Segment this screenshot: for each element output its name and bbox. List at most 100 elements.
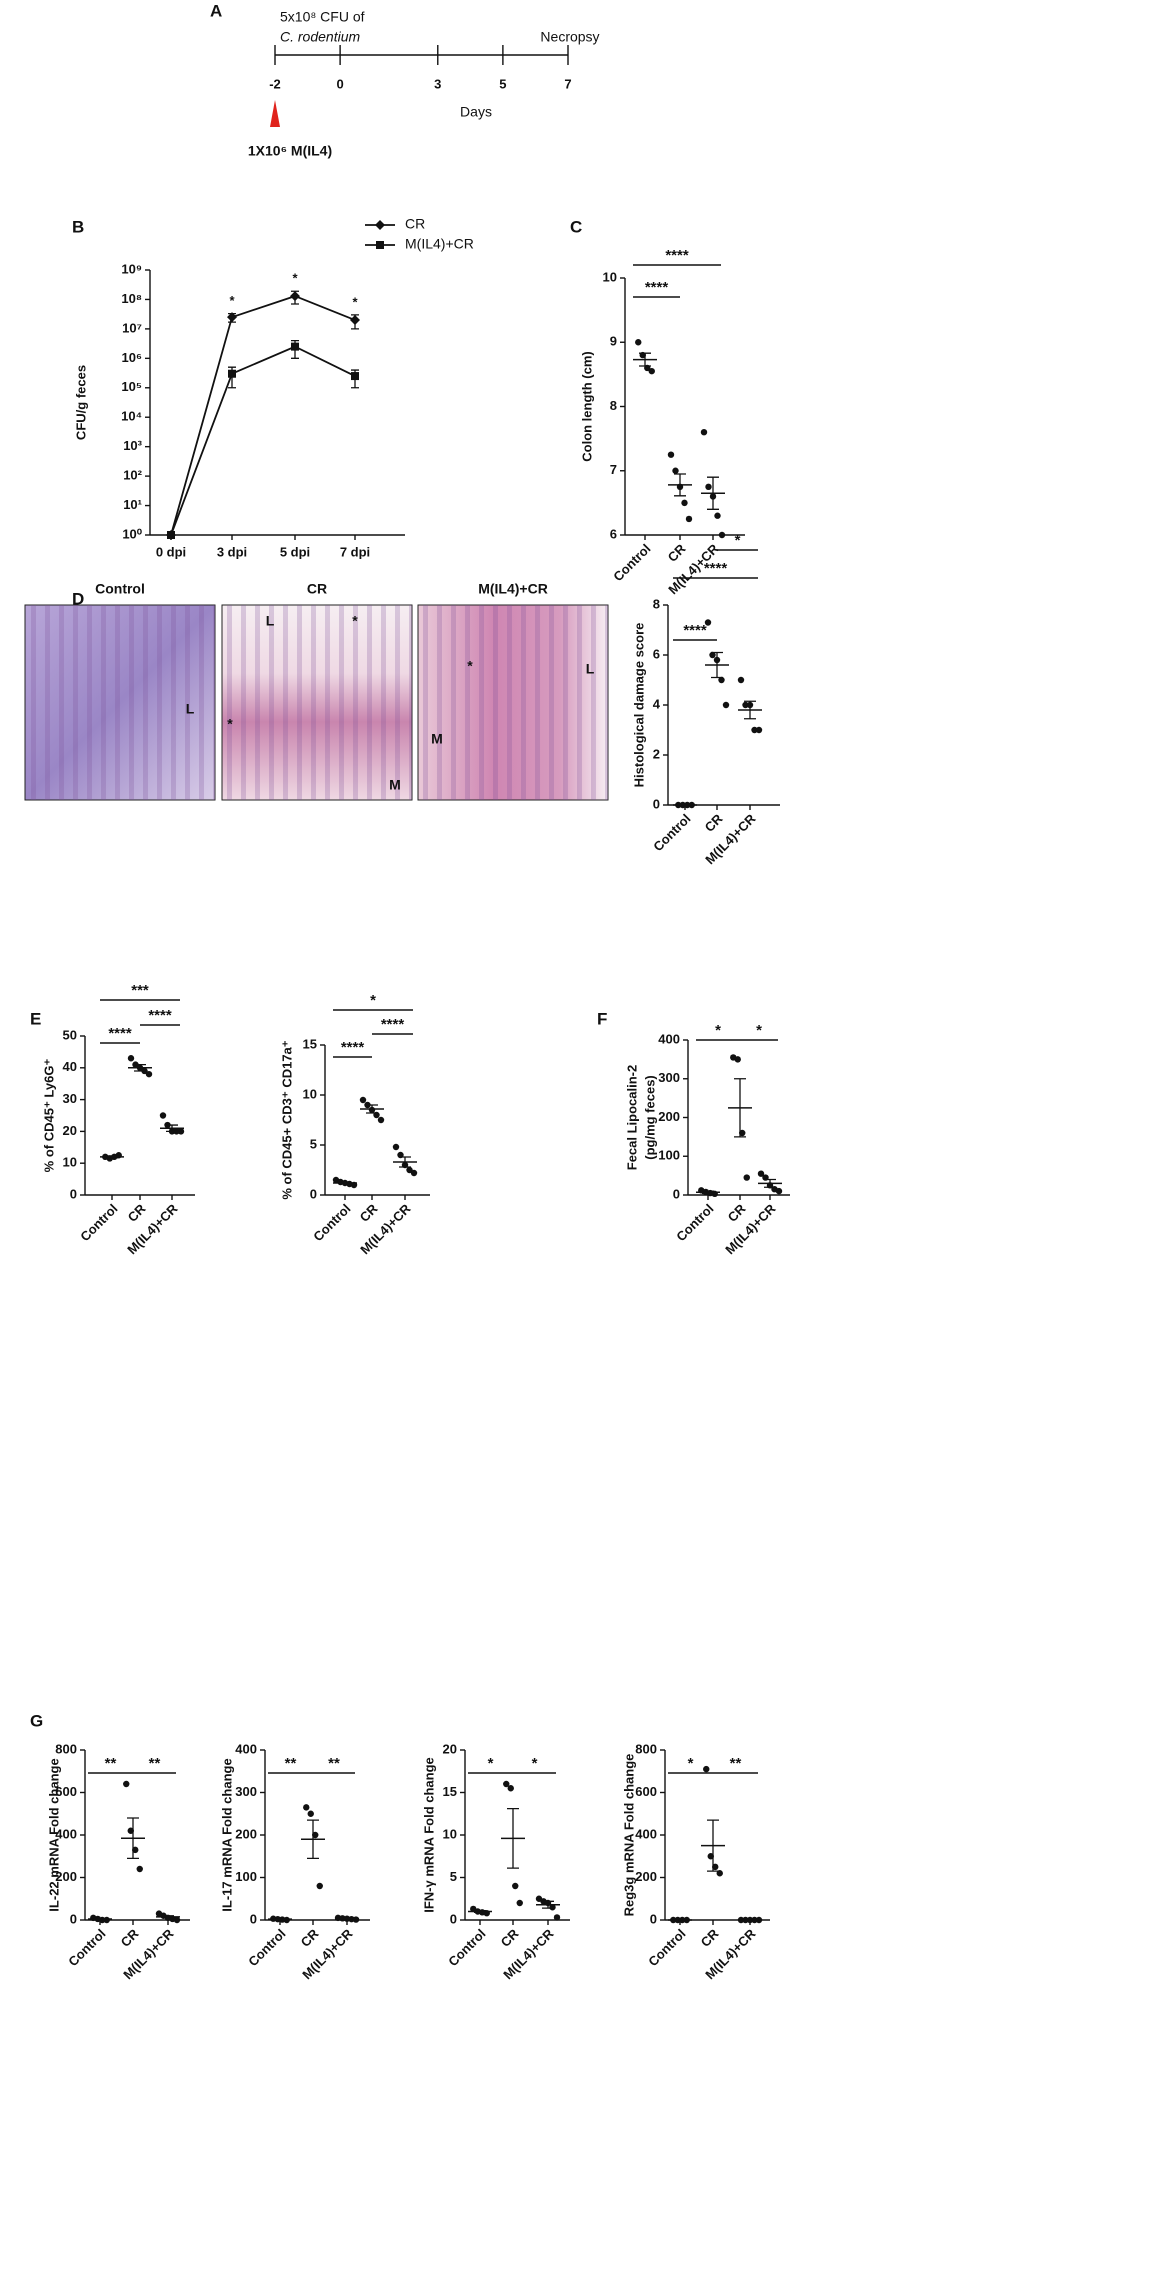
y-tick-label: 400 xyxy=(55,1826,77,1841)
significance: ** xyxy=(149,1755,161,1772)
error-bar xyxy=(341,1917,353,1920)
x-tick-label: Control xyxy=(445,1926,488,1969)
axis-label: % of CD45+ CD3⁺ CD17a⁺ xyxy=(279,1040,294,1199)
significance: * xyxy=(532,1755,538,1772)
data-point xyxy=(503,1780,510,1788)
y-tick-label: 30 xyxy=(63,1091,77,1106)
data-point xyxy=(410,1169,418,1177)
y-tick-label: 800 xyxy=(55,1741,77,1756)
y-tick-label: 10 xyxy=(303,1086,317,1101)
y-tick-label: 200 xyxy=(658,1109,680,1124)
data-point xyxy=(704,619,712,626)
x-tick-label: Control xyxy=(645,1926,688,1969)
x-tick-label: CR xyxy=(298,1926,322,1950)
x-tick-label: CR xyxy=(665,541,689,565)
y-tick-label: 6 xyxy=(610,526,617,541)
data-point xyxy=(177,1128,185,1135)
error-bar xyxy=(399,1156,411,1168)
x-tick-label: CR xyxy=(357,1201,381,1225)
data-point xyxy=(718,531,726,539)
y-tick-label: 600 xyxy=(635,1784,657,1799)
panel-title: CR xyxy=(307,581,327,597)
data-point xyxy=(406,1166,413,1174)
y-tick-label: 100 xyxy=(658,1148,680,1163)
data-point xyxy=(512,1882,519,1890)
significance: * xyxy=(735,532,741,549)
significance: * xyxy=(756,1022,762,1039)
y-tick-label: 15 xyxy=(443,1784,457,1799)
significance: *** xyxy=(131,982,149,999)
y-tick-label: 10⁶ xyxy=(122,350,142,365)
error-bar xyxy=(734,1078,746,1138)
significance: * xyxy=(688,1755,694,1772)
significance: **** xyxy=(381,1016,405,1033)
error-bar xyxy=(134,1063,146,1072)
panel-label: D xyxy=(72,589,84,608)
data-point xyxy=(751,726,758,734)
y-tick-label: 0 xyxy=(650,1911,657,1926)
legend-label: M(IL4)+CR xyxy=(405,236,474,252)
x-tick-label: CR xyxy=(698,1926,722,1950)
data-point xyxy=(123,1780,130,1788)
error-bar xyxy=(507,1808,519,1869)
point xyxy=(167,531,175,539)
annotation: 5x10⁸ CFU of xyxy=(280,9,365,25)
data-point xyxy=(734,1056,741,1063)
error-bar xyxy=(674,473,686,497)
significance: ** xyxy=(285,1755,297,1772)
axis-label: IL-17 mRNA Fold change xyxy=(219,1758,234,1911)
significance: **** xyxy=(148,1007,172,1024)
tick-label: -2 xyxy=(269,76,281,91)
significance: * xyxy=(352,294,358,309)
histology-texture xyxy=(222,605,412,800)
data-point xyxy=(507,1785,514,1792)
y-tick-label: 20 xyxy=(443,1741,457,1756)
histology-texture xyxy=(418,605,608,800)
data-point xyxy=(159,1112,167,1119)
image-annotation: L xyxy=(186,701,195,717)
x-tick-label: 0 dpi xyxy=(156,544,186,559)
y-tick-label: 0 xyxy=(70,1186,77,1201)
significance: * xyxy=(292,271,298,286)
y-tick-label: 0 xyxy=(310,1186,317,1201)
injection-marker xyxy=(270,100,280,127)
data-point xyxy=(549,1904,556,1911)
error-bar xyxy=(339,1181,351,1185)
data-point xyxy=(635,339,642,346)
axis-label: Reg3g mRNA Fold change xyxy=(621,1754,636,1917)
error-bar xyxy=(366,1104,378,1114)
significance: **** xyxy=(665,247,689,264)
annotation: 1X10⁶ M(IL4) xyxy=(248,143,332,159)
y-tick-label: 400 xyxy=(235,1741,257,1756)
y-tick-label: 300 xyxy=(658,1070,680,1085)
panel-title: M(IL4)+CR xyxy=(478,581,548,597)
y-tick-label: 10¹ xyxy=(123,497,142,512)
significance: ** xyxy=(105,1755,117,1772)
panel-label: A xyxy=(210,1,222,20)
significance: **** xyxy=(683,622,707,639)
error-bar xyxy=(707,1819,719,1872)
axis-label: % of CD45⁺ Ly6G⁺ xyxy=(41,1059,56,1173)
tick-label: 3 xyxy=(434,76,441,91)
axis-label: Colon length (cm) xyxy=(579,351,594,462)
point xyxy=(228,369,236,378)
x-tick-label: CR xyxy=(498,1926,522,1950)
y-tick-label: 2 xyxy=(653,746,660,761)
x-tick-label: CR xyxy=(125,1201,149,1225)
y-tick-label: 10⁰ xyxy=(122,526,142,541)
error-bar xyxy=(639,352,651,367)
tick-label: 5 xyxy=(499,76,506,91)
error-bar xyxy=(162,1915,174,1919)
data-point xyxy=(714,512,721,519)
significance: * xyxy=(488,1755,494,1772)
y-tick-label: 0 xyxy=(450,1911,457,1926)
x-tick-label: CR xyxy=(702,811,726,835)
y-tick-label: 10⁵ xyxy=(121,379,142,394)
y-tick-label: 200 xyxy=(55,1869,77,1884)
y-tick-label: 600 xyxy=(55,1784,77,1799)
axis-label: Days xyxy=(460,104,492,120)
data-point xyxy=(352,1916,360,1923)
y-tick-label: 7 xyxy=(610,462,617,477)
error-bar xyxy=(702,1190,714,1195)
